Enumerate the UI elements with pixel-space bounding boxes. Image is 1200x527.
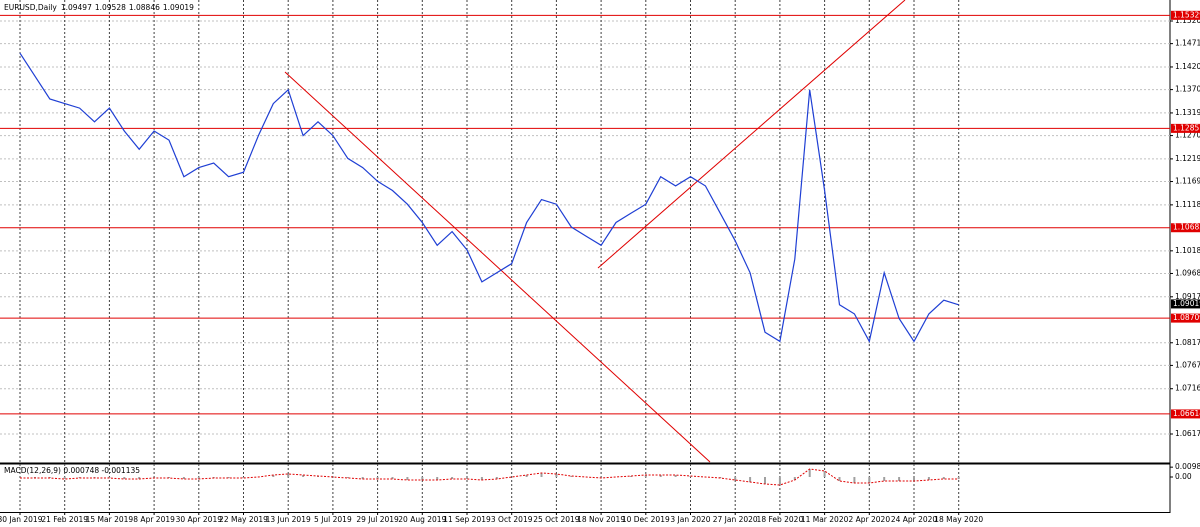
y-tick-label: 1.09685 xyxy=(1175,268,1200,277)
x-tick-label: 2 Apr 2020 xyxy=(848,515,890,524)
x-tick-label: 15 Mar 2019 xyxy=(86,515,134,524)
macd-tick-label: 0.009854 xyxy=(1175,462,1200,471)
y-tick-label: 1.07165 xyxy=(1175,384,1200,393)
current-price-bg xyxy=(1171,299,1200,309)
y-tick-label: 1.06175 xyxy=(1175,429,1200,438)
low: 1.08846 xyxy=(129,3,160,12)
level-label: 1.06614 xyxy=(1173,409,1200,418)
x-tick-label: 10 Dec 2019 xyxy=(622,515,670,524)
x-tick-label: 24 Apr 2020 xyxy=(891,515,938,524)
x-tick-label: 3 Jan 2020 xyxy=(670,515,710,524)
level-label: 1.12857 xyxy=(1173,123,1200,132)
y-tick-label: 1.10180 xyxy=(1175,246,1200,255)
price-line xyxy=(19,52,959,344)
y-tick-label: 1.11695 xyxy=(1175,177,1200,186)
close: 1.09019 xyxy=(163,3,194,12)
x-tick-label: 29 Jul 2019 xyxy=(356,515,399,524)
y-tick-label: 1.09175 xyxy=(1175,292,1200,301)
x-tick-label: 18 Nov 2019 xyxy=(577,515,625,524)
open: 1.09497 xyxy=(61,3,92,12)
high: 1.09528 xyxy=(95,3,126,12)
x-tick-label: 30 Jan 2019 xyxy=(0,515,43,524)
level-label-bg xyxy=(1171,313,1200,323)
level-label-bg xyxy=(1171,409,1200,419)
x-tick-label: 25 Oct 2019 xyxy=(533,515,580,524)
x-tick-label: 13 Jun 2019 xyxy=(266,515,311,524)
symbol: EURUSD,Daily xyxy=(4,3,57,12)
macd-header: MACD(12,26,9) 0.000748 -0.001135 xyxy=(4,466,140,475)
x-tick-label: 11 Mar 2020 xyxy=(801,515,849,524)
x-tick-label: 5 Jul 2019 xyxy=(314,515,352,524)
x-tick-label: 20 Aug 2019 xyxy=(398,515,446,524)
x-tick-label: 30 Apr 2019 xyxy=(176,515,223,524)
macd-tick-label: 0.00 xyxy=(1175,472,1192,481)
level-label: 1.15329 xyxy=(1173,10,1200,19)
y-tick-label: 1.12700 xyxy=(1175,131,1200,140)
level-label-bg xyxy=(1171,223,1200,233)
y-tick-label: 1.08170 xyxy=(1175,338,1200,347)
y-tick-label: 1.14710 xyxy=(1175,39,1200,48)
level-label: 1.08709 xyxy=(1173,313,1200,322)
y-tick-label: 1.11185 xyxy=(1175,200,1200,209)
current-price-label: 1.09019 xyxy=(1173,299,1200,308)
y-tick-label: 1.13705 xyxy=(1175,85,1200,94)
grid xyxy=(0,0,1170,512)
trend-line xyxy=(597,0,906,269)
level-label: 1.10685 xyxy=(1173,223,1200,232)
symbol-header: EURUSD,Daily 1.09497 1.09528 1.08846 1.09019 xyxy=(4,3,194,12)
level-label-bg xyxy=(1171,123,1200,133)
macd-signal xyxy=(20,468,959,486)
trend-line xyxy=(284,71,711,463)
y-tick-label: 1.07675 xyxy=(1175,360,1200,369)
y-tick-label: 1.13195 xyxy=(1175,108,1200,117)
y-tick-label: 1.15205 xyxy=(1175,16,1200,25)
level-label-bg xyxy=(1171,10,1200,20)
x-tick-label: 21 Feb 2019 xyxy=(41,515,88,524)
x-tick-label: 8 Apr 2019 xyxy=(133,515,175,524)
x-tick-label: 27 Jan 2020 xyxy=(713,515,758,524)
marks xyxy=(0,14,1170,415)
x-tick-label: 11 Sep 2019 xyxy=(443,515,491,524)
x-tick-label: 18 May 2020 xyxy=(934,515,983,524)
x-tick-label: 22 May 2019 xyxy=(219,515,268,524)
y-tick-label: 1.12190 xyxy=(1175,154,1200,163)
y-tick-label: 1.14200 xyxy=(1175,62,1200,71)
x-tick-label: 3 Oct 2019 xyxy=(491,515,533,524)
x-tick-label: 18 Feb 2020 xyxy=(757,515,804,524)
